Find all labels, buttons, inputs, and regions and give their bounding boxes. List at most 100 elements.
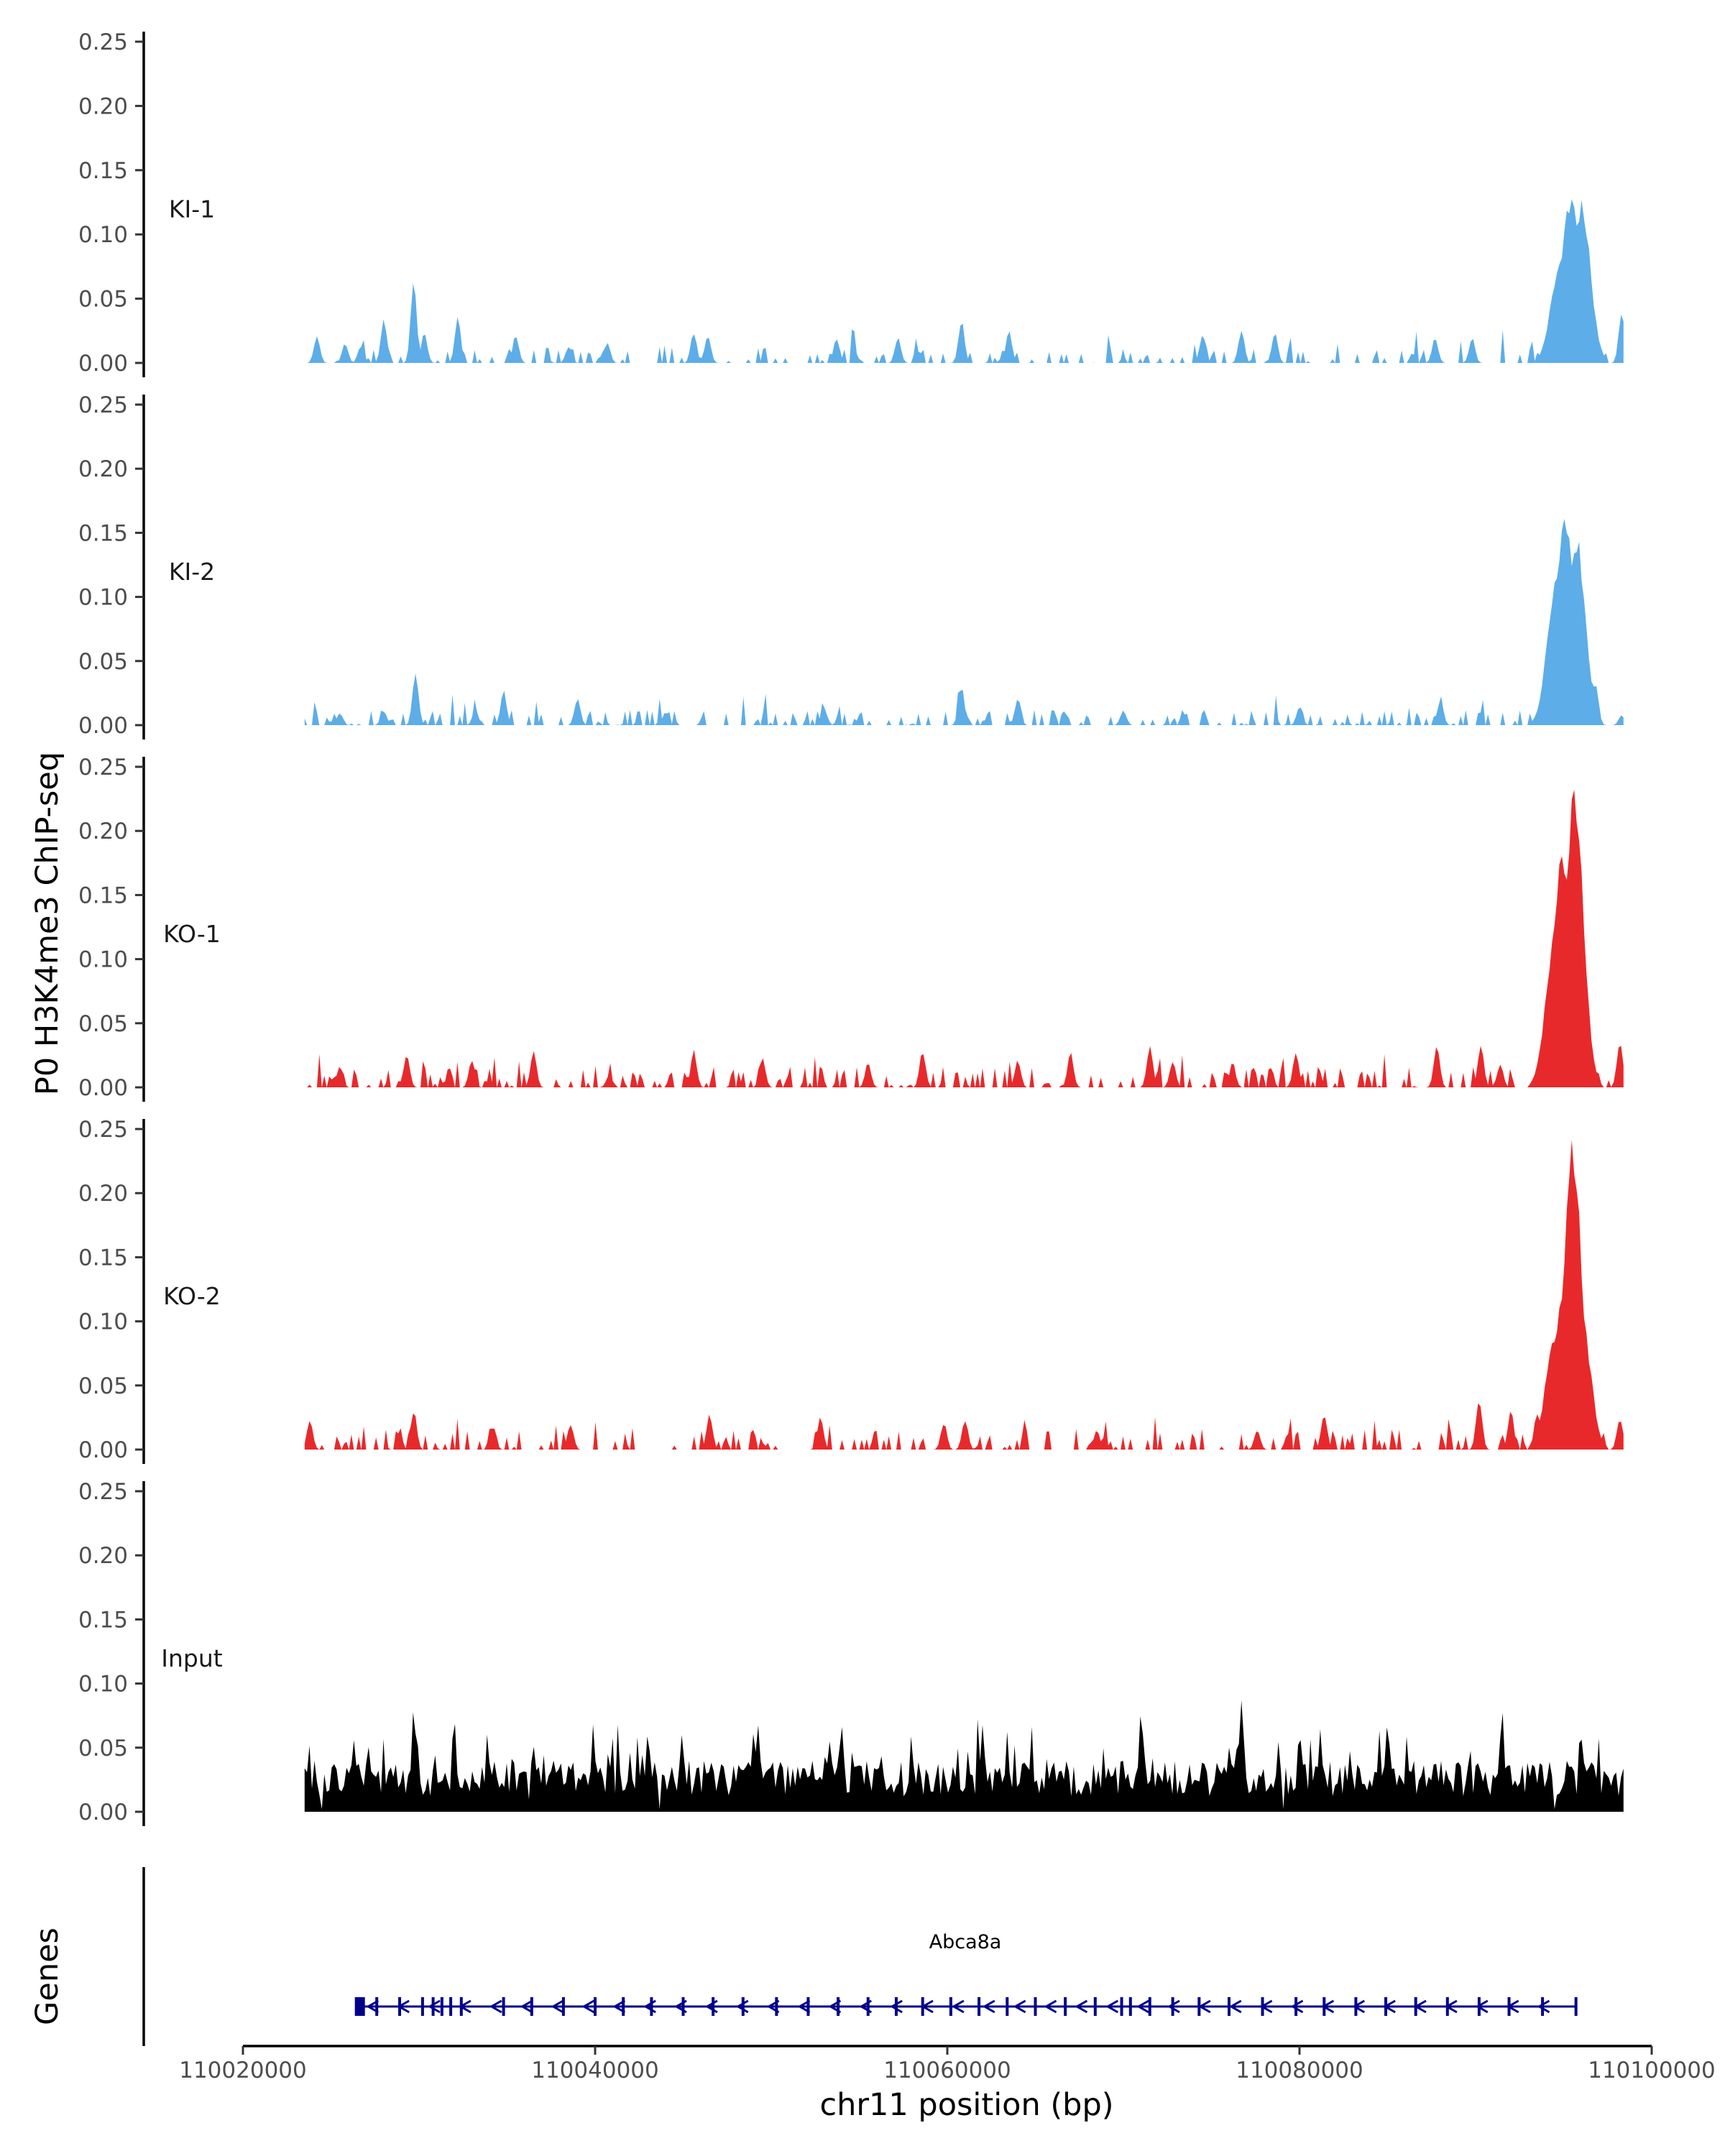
- strand-arrow: [520, 1999, 533, 2014]
- y-tick-label: 0.10: [78, 1672, 128, 1697]
- exon: [866, 1997, 870, 2016]
- y-tick-label: 0.15: [78, 520, 128, 546]
- strand-arrow: [1475, 1999, 1489, 2014]
- track-ko-1: 0.00 0.05 0.10 0.15 0.20 0.25 KO-1: [78, 755, 1624, 1102]
- strand-arrow: [1105, 1999, 1119, 2014]
- strand-arrow: [890, 1999, 903, 2014]
- y-tick-label: 0.20: [78, 93, 128, 119]
- y-tick-label: 0.15: [78, 883, 128, 908]
- y-tick-label: 0.00: [78, 351, 128, 377]
- track-ki-1: 0.00 0.05 0.10 0.15 0.20 0.25 KI-1: [78, 29, 1624, 377]
- y-tick-label: 0.00: [78, 1437, 128, 1463]
- exon: [1064, 1997, 1067, 2016]
- exon: [622, 1997, 625, 2016]
- exon: [1354, 1997, 1358, 2016]
- y-tick-label: 0.20: [78, 1543, 128, 1569]
- exon: [837, 1997, 840, 2016]
- exon: [459, 1997, 463, 2016]
- exon: [1384, 1997, 1388, 2016]
- exon: [449, 1997, 453, 2016]
- gene-track: Abca8a: [142, 1867, 1578, 2046]
- strand-arrow: [1290, 1999, 1304, 2014]
- y-tick-label: 0.25: [78, 29, 128, 55]
- y-tick-label: 0.05: [78, 1373, 128, 1399]
- exon: [978, 1997, 981, 2016]
- exon: [375, 1997, 379, 2016]
- strand-arrow: [612, 1999, 626, 2014]
- strand-arrow: [1228, 1999, 1242, 2014]
- genes-axis-title: Genes: [29, 1927, 65, 2025]
- exon: [1034, 1997, 1037, 2016]
- y-tick-label: 0.25: [78, 1479, 128, 1505]
- track-label: KO-1: [163, 920, 221, 948]
- exon: [354, 1997, 365, 2016]
- signal-tracks: 0.00 0.05 0.10 0.15 0.20 0.25 KI-1 0.00 0.05 0.10…: [78, 29, 1624, 1826]
- strand-arrow: [428, 1999, 441, 2014]
- exon: [1541, 1997, 1545, 2016]
- strand-arrow: [735, 1999, 749, 2014]
- exon: [398, 1997, 402, 2016]
- y-tick-label: 0.25: [78, 1117, 128, 1143]
- y-tick-label: 0.05: [78, 1011, 128, 1037]
- exon: [420, 1997, 424, 2016]
- exon: [1445, 1997, 1449, 2016]
- x-tick-label: 110080000: [1236, 2058, 1363, 2083]
- y-tick-label: 0.15: [78, 1245, 128, 1271]
- track-label: KI-1: [169, 195, 215, 223]
- exon: [894, 1997, 898, 2016]
- exon: [1477, 1997, 1481, 2016]
- y-tick-label: 0.20: [78, 819, 128, 844]
- exon: [1120, 1997, 1123, 2016]
- exon: [650, 1997, 653, 2016]
- exon: [949, 1997, 952, 2016]
- exon: [1128, 1997, 1132, 2016]
- y-tick-label: 0.15: [78, 158, 128, 184]
- exon: [1294, 1997, 1298, 2016]
- exon: [1228, 1997, 1230, 2016]
- exon: [1171, 1997, 1174, 2016]
- exon: [712, 1997, 715, 2016]
- exon: [1574, 1997, 1578, 2016]
- y-tick-label: 0.00: [78, 1800, 128, 1825]
- exon: [440, 1997, 443, 2016]
- y-tick-label: 0.25: [78, 392, 128, 418]
- exon: [921, 1997, 924, 2016]
- y-tick-label: 0.20: [78, 1181, 128, 1207]
- strand-arrow: [1537, 1999, 1550, 2014]
- y-tick-label: 0.05: [78, 1736, 128, 1761]
- exon: [806, 1997, 810, 2016]
- gene-name-label: Abca8a: [929, 1931, 1002, 1953]
- x-tick-label: 110100000: [1588, 2058, 1716, 2083]
- y-tick-label: 0.10: [78, 947, 128, 973]
- x-axis: 110020000 110040000 110060000 110080000 1101…: [179, 2045, 1716, 2083]
- track-label: KI-2: [169, 558, 215, 586]
- exon: [741, 1997, 745, 2016]
- strand-arrow: [797, 1999, 811, 2014]
- exon: [775, 1997, 778, 2016]
- exon: [1006, 1997, 1009, 2016]
- exon: [594, 1997, 597, 2016]
- track-label: Input: [161, 1644, 223, 1672]
- strand-arrow: [951, 1999, 965, 2014]
- exon: [530, 1997, 533, 2016]
- exon: [1197, 1997, 1201, 2016]
- track-label: KO-2: [163, 1282, 221, 1310]
- exon: [431, 1997, 435, 2016]
- strand-arrow: [1044, 1999, 1057, 2014]
- strand-arrow: [489, 1999, 502, 2014]
- y-tick-label: 0.05: [78, 649, 128, 675]
- x-tick-label: 110040000: [531, 2058, 659, 2083]
- strand-arrow: [982, 1999, 995, 2014]
- strand-arrow: [551, 1999, 564, 2014]
- y-tick-label: 0.10: [78, 585, 128, 611]
- strand-arrow: [1352, 1999, 1366, 2014]
- strand-arrow: [581, 1999, 595, 2014]
- y-tick-label: 0.00: [78, 713, 128, 739]
- strand-arrow: [1075, 1999, 1088, 2014]
- track-ko-2: 0.00 0.05 0.10 0.15 0.20 0.25 KO-2: [78, 1117, 1624, 1464]
- x-tick-label: 110060000: [883, 2058, 1011, 2083]
- strand-arrow: [1167, 1999, 1180, 2014]
- y-tick-label: 0.25: [78, 755, 128, 780]
- y-tick-label: 0.15: [78, 1607, 128, 1633]
